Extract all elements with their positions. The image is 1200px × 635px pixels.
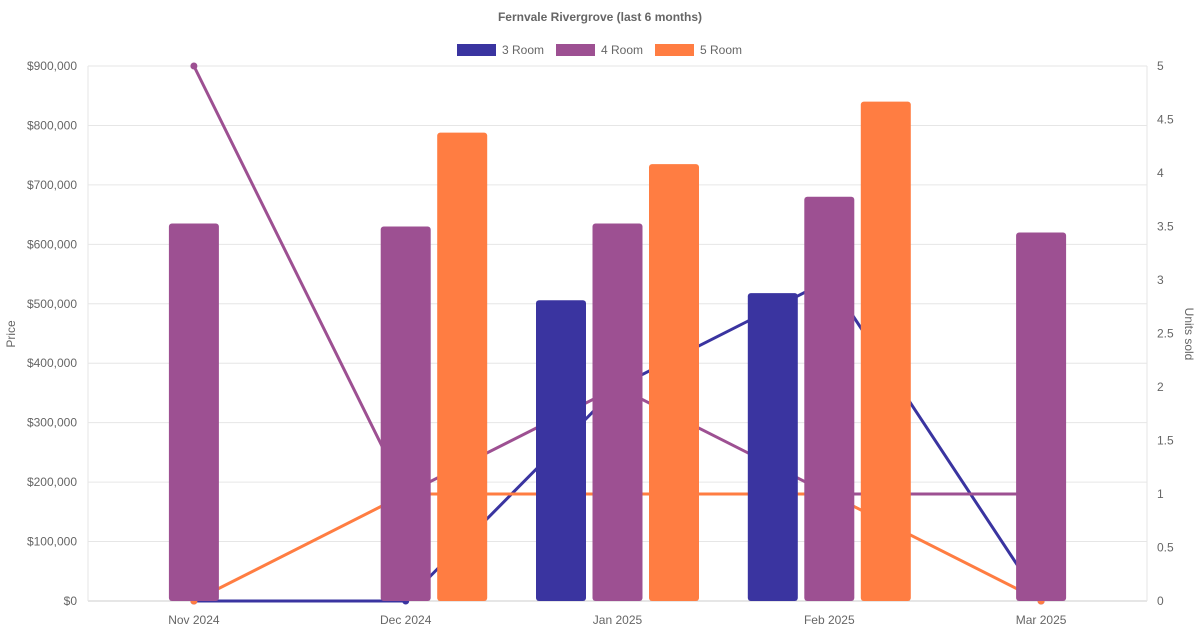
x-tick-label: Jan 2025 xyxy=(593,613,643,627)
y-axis-title: Price xyxy=(4,320,18,348)
y2-tick-label: 5 xyxy=(1157,59,1164,73)
price-bar-5-room xyxy=(649,164,699,602)
y-tick-label: $600,000 xyxy=(27,237,77,251)
price-bar-5-room xyxy=(437,132,488,602)
price-bar-3-room xyxy=(536,300,586,601)
y-tick-label: $500,000 xyxy=(27,297,77,311)
y2-tick-label: 2 xyxy=(1157,380,1164,394)
y-tick-label: $700,000 xyxy=(27,178,77,192)
y-tick-label: $0 xyxy=(64,594,78,608)
y2-tick-label: 1.5 xyxy=(1157,434,1174,448)
legend-swatch xyxy=(457,44,496,56)
y2-tick-label: 3 xyxy=(1157,273,1164,287)
price-bar-5-room xyxy=(860,101,911,602)
y2-tick-label: 1 xyxy=(1157,487,1164,501)
units-point xyxy=(190,62,198,70)
y2-axis-title: Units sold xyxy=(1182,308,1196,361)
legend-label: 3 Room xyxy=(502,43,544,57)
y2-tick-label: 0.5 xyxy=(1157,541,1174,555)
y-tick-label: $300,000 xyxy=(27,416,77,430)
legend-swatch xyxy=(655,44,694,56)
y-tick-label: $100,000 xyxy=(27,535,77,549)
x-tick-label: Nov 2024 xyxy=(168,613,220,627)
price-bar-4-room xyxy=(380,226,431,601)
x-tick-label: Feb 2025 xyxy=(804,613,855,627)
y2-tick-label: 3.5 xyxy=(1157,220,1174,234)
legend-label: 5 Room xyxy=(700,43,742,57)
x-tick-label: Dec 2024 xyxy=(380,613,432,627)
y2-tick-label: 4 xyxy=(1157,166,1164,180)
x-tick-label: Mar 2025 xyxy=(1016,613,1067,627)
y-tick-label: $400,000 xyxy=(27,356,77,370)
y2-tick-label: 4.5 xyxy=(1157,113,1174,127)
price-bar-4-room xyxy=(168,223,219,601)
legend-label: 4 Room xyxy=(601,43,643,57)
price-bar-4-room xyxy=(804,196,855,601)
y2-tick-label: 2.5 xyxy=(1157,327,1174,341)
y-tick-label: $800,000 xyxy=(27,118,77,132)
price-bar-4-room xyxy=(1016,232,1067,601)
price-bar-3-room xyxy=(747,293,798,601)
chart-title: Fernvale Rivergrove (last 6 months) xyxy=(498,10,702,24)
y-tick-label: $900,000 xyxy=(27,59,77,73)
y-tick-label: $200,000 xyxy=(27,475,77,489)
legend-swatch xyxy=(556,44,595,56)
y2-tick-label: 0 xyxy=(1157,594,1164,608)
price-bar-4-room xyxy=(592,223,643,601)
